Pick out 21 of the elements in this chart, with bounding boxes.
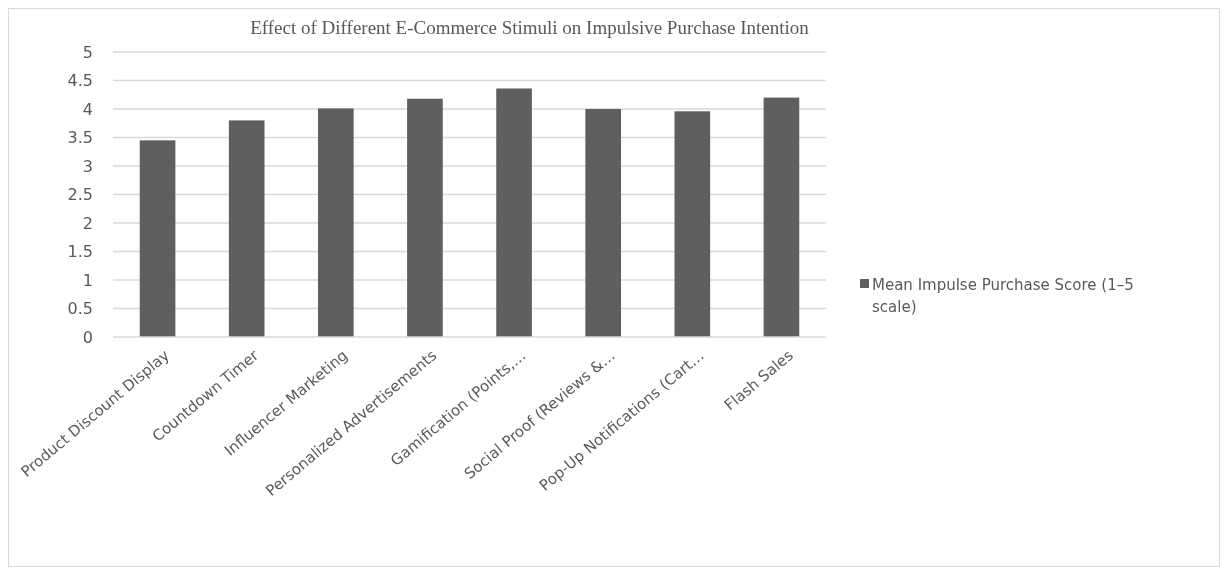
bar bbox=[674, 111, 711, 337]
bar bbox=[139, 140, 176, 337]
y-tick-label: 0 bbox=[82, 327, 93, 347]
y-tick-label: 2 bbox=[82, 213, 93, 233]
y-tick-label: 3.5 bbox=[67, 128, 93, 148]
y-tick-label: 1.5 bbox=[67, 242, 93, 262]
bar bbox=[407, 98, 443, 337]
y-tick-label: 4.5 bbox=[67, 71, 93, 91]
y-tick-label: 5 bbox=[82, 42, 93, 62]
chart-title: Effect of Different E-Commerce Stimuli on Impulsive Purchase Intention bbox=[250, 17, 810, 38]
legend-label: Mean Impulse Purchase Score (1–5 scale) bbox=[872, 276, 1134, 316]
y-tick-label: 3 bbox=[82, 156, 93, 176]
y-tick-label: 2.5 bbox=[67, 185, 93, 205]
bar bbox=[317, 108, 354, 337]
y-tick-label: 0.5 bbox=[67, 299, 93, 319]
bar bbox=[763, 97, 800, 337]
bar bbox=[228, 120, 265, 337]
y-tick-label: 1 bbox=[82, 270, 93, 290]
y-tick-label: 4 bbox=[82, 99, 93, 119]
bar bbox=[585, 109, 622, 337]
bar bbox=[496, 88, 532, 337]
